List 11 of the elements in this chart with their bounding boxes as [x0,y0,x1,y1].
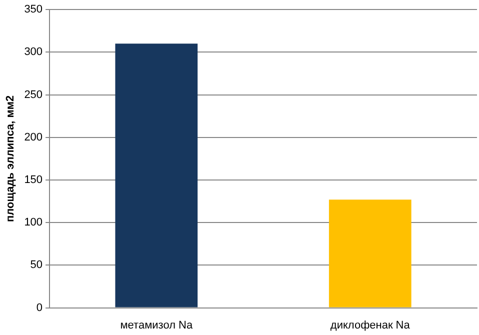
y-tick-label: 350 [24,4,43,16]
y-tick-label: 0 [36,302,43,314]
y-axis-title: площадь эллипса, мм2 [4,95,17,222]
y-tick-label: 300 [24,46,43,58]
y-tick-label: 150 [24,174,43,186]
y-tick-label: 100 [24,216,43,229]
y-tick-label: 50 [30,259,43,272]
x-tick-label: метамизол Na [120,319,194,332]
x-tick-label: диклофенак Na [330,319,411,332]
y-tick-label: 200 [24,131,43,144]
y-tick-label: 250 [24,88,43,101]
